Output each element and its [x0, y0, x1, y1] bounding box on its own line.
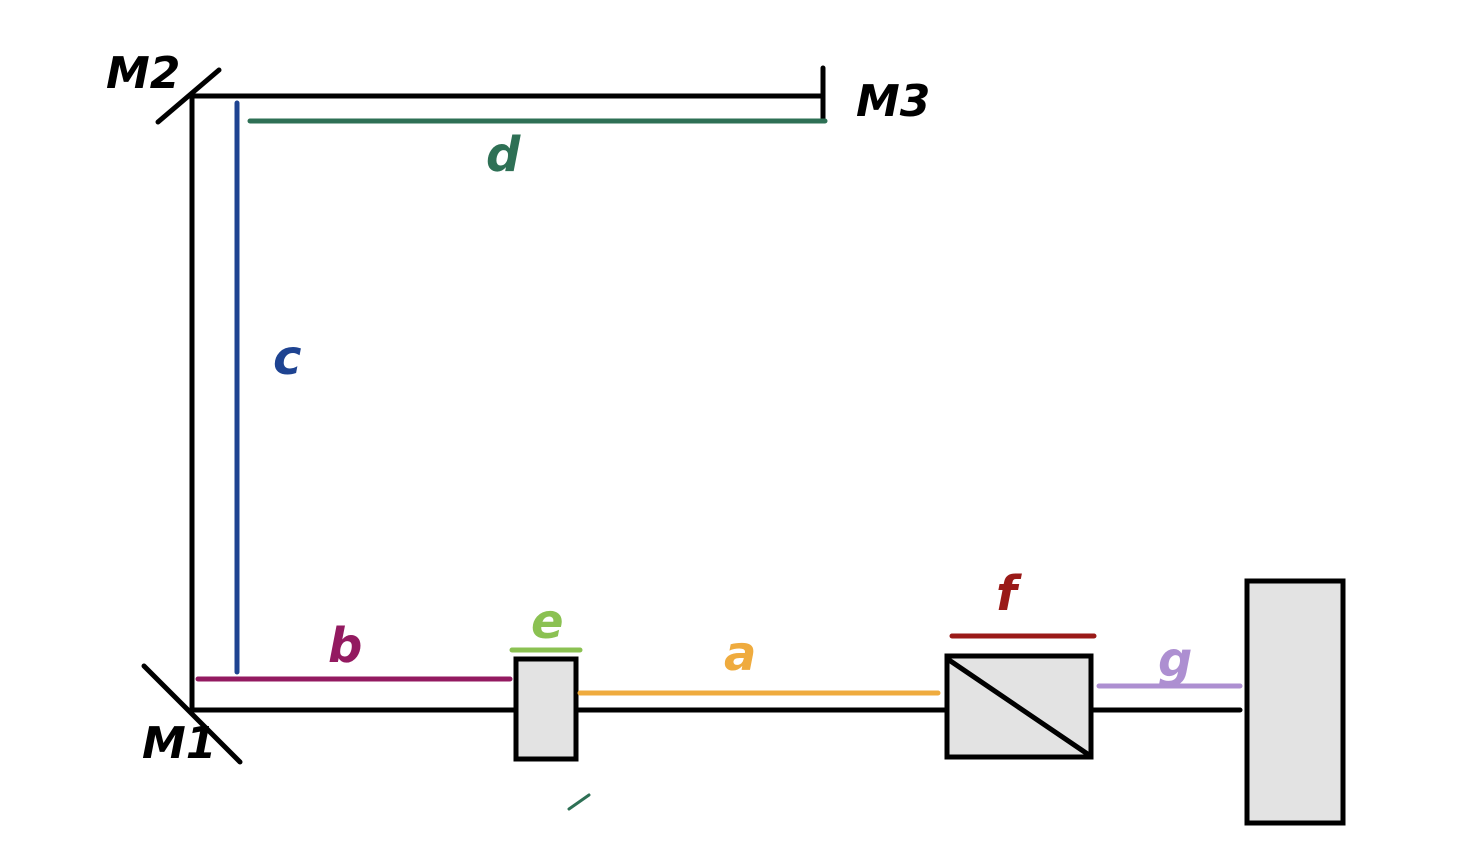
detector-block — [1244, 578, 1346, 826]
label-m3: M3 — [856, 76, 930, 127]
label-m1: M1 — [142, 718, 216, 769]
label-segment-g: g — [1158, 632, 1192, 688]
label-segment-f: f — [996, 566, 1022, 622]
mirror-m2 — [155, 67, 222, 125]
small-component — [513, 656, 579, 762]
beam-splitter-diagonal — [946, 657, 1092, 758]
label-segment-c: c — [273, 330, 301, 386]
label-segment-a: a — [724, 626, 756, 682]
mirror-m1 — [141, 663, 243, 765]
label-segment-e: e — [531, 594, 564, 650]
label-segment-b: b — [328, 618, 362, 674]
label-segment-d: d — [486, 127, 521, 183]
label-m2: M2 — [106, 48, 180, 99]
stray-mark — [567, 793, 591, 811]
